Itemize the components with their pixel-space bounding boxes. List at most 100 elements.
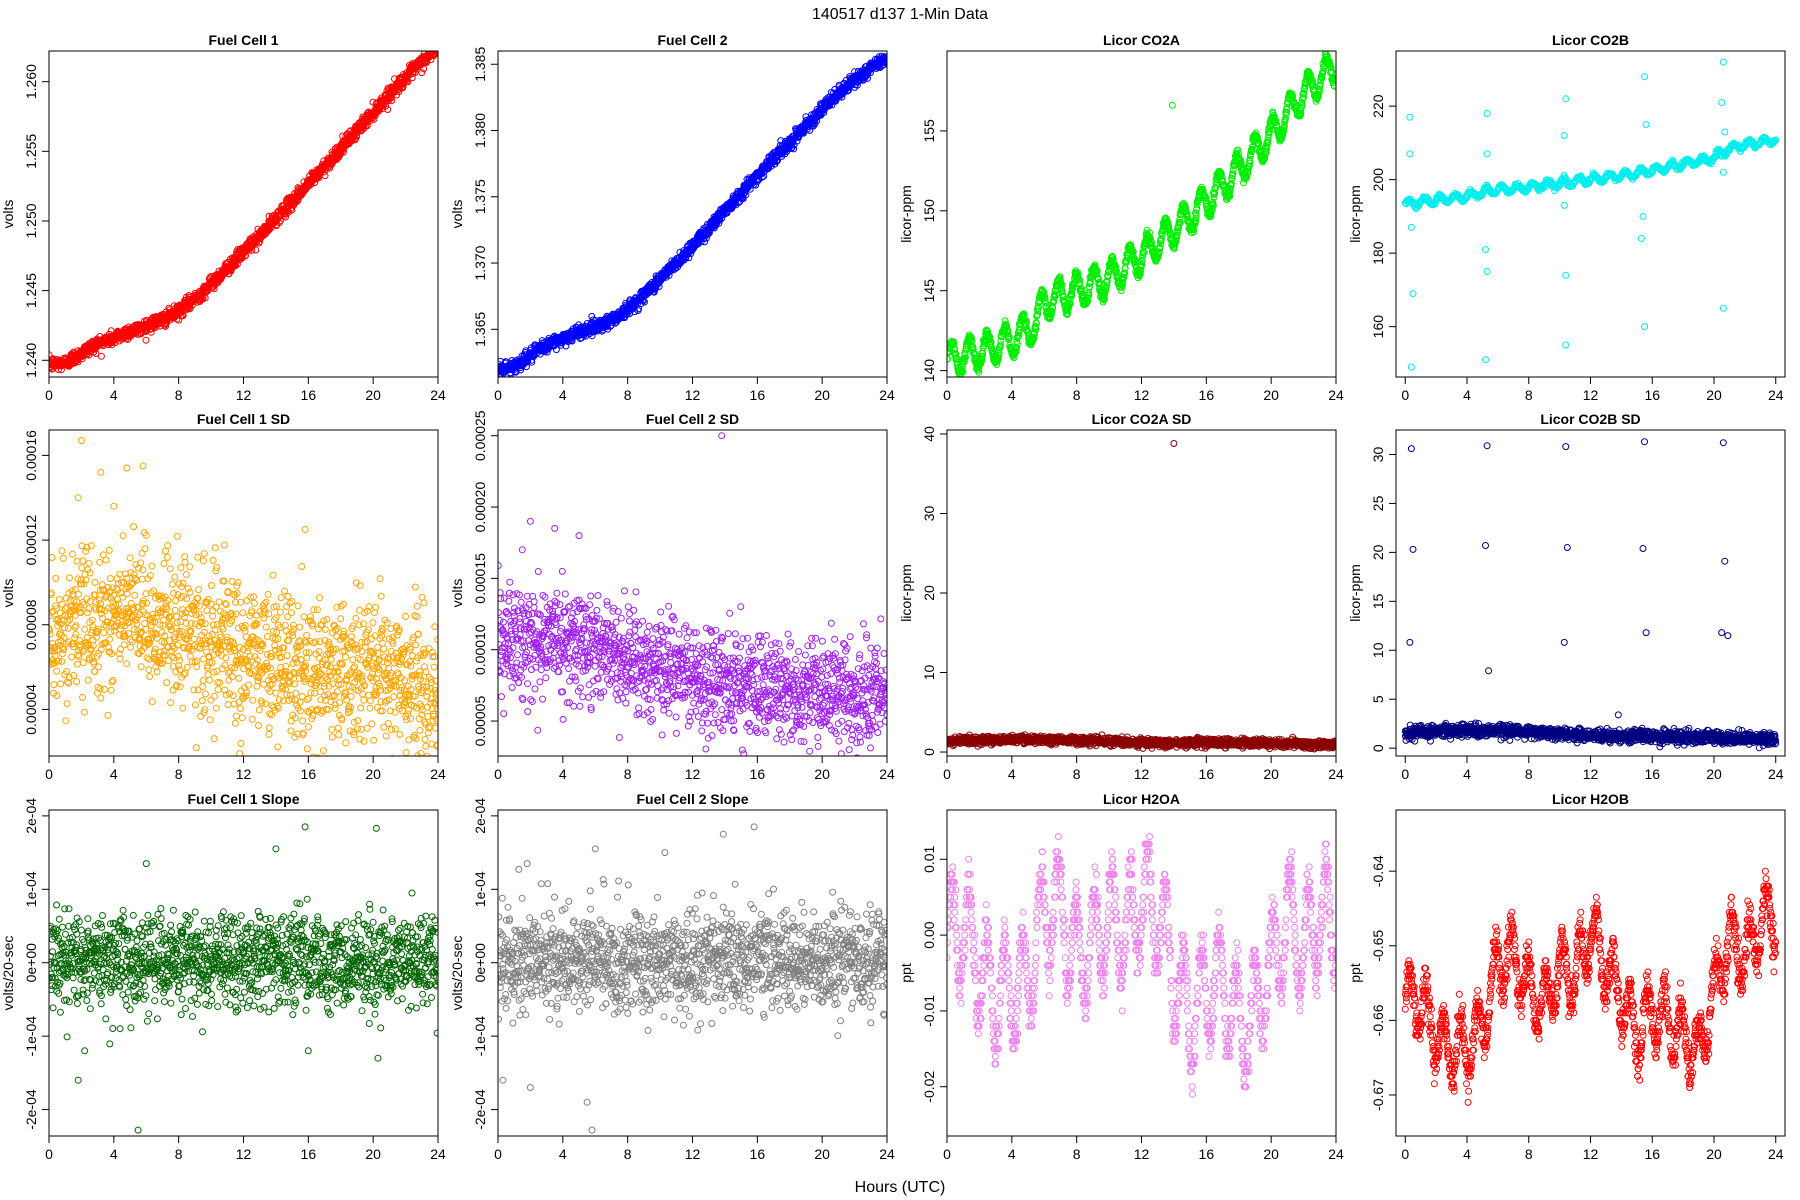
data-point — [178, 307, 186, 315]
data-point — [1330, 81, 1336, 89]
data-point — [92, 350, 100, 357]
data-point — [1279, 132, 1286, 140]
data-point — [404, 78, 412, 86]
data-point — [418, 69, 426, 77]
data-point — [1263, 142, 1271, 150]
outlier-point — [1168, 101, 1176, 109]
x-axis-label: Hours (UTC) — [855, 1179, 946, 1196]
data-point — [970, 349, 978, 357]
data-point — [959, 368, 967, 376]
data-point — [1207, 213, 1215, 221]
data-point — [1254, 136, 1262, 144]
data-points — [1401, 58, 1780, 371]
data-point — [179, 312, 187, 320]
data-point — [1299, 94, 1307, 102]
data-point — [997, 341, 1004, 349]
data-point — [1210, 193, 1218, 201]
data-point — [1109, 256, 1117, 264]
data-point — [232, 262, 239, 269]
data-point — [420, 65, 428, 73]
data-point — [1280, 127, 1288, 135]
data-point — [1229, 170, 1237, 178]
x-tick-label: 4 — [559, 387, 567, 403]
data-point — [435, 42, 441, 48]
y-tick-label: 1.250 — [23, 203, 39, 238]
data-point — [813, 117, 821, 125]
y-axis-label: volts — [449, 200, 465, 229]
data-point — [639, 297, 647, 305]
data-point — [307, 180, 315, 188]
data-point — [432, 51, 438, 55]
data-point — [1042, 299, 1050, 307]
data-point — [1104, 271, 1112, 279]
data-point — [433, 51, 438, 53]
data-point — [960, 358, 968, 366]
data-point — [1262, 148, 1270, 156]
data-point — [275, 219, 283, 227]
panel-title: Licor CO2A — [1103, 32, 1180, 48]
y-tick-label: 145 — [921, 279, 937, 303]
data-point — [1332, 74, 1336, 82]
data-point — [1190, 228, 1198, 236]
data-point — [975, 368, 983, 376]
x-tick-label: 16 — [301, 387, 317, 403]
data-point — [1193, 200, 1201, 208]
data-point — [665, 271, 673, 279]
data-point — [1227, 180, 1235, 187]
x-tick-label: 12 — [236, 387, 252, 403]
data-point — [978, 357, 986, 364]
data-point — [1316, 81, 1324, 89]
y-tick-label: 1.255 — [23, 134, 39, 169]
x-tick-label: 0 — [943, 387, 951, 403]
data-point — [883, 59, 887, 67]
data-point — [432, 44, 438, 50]
data-point — [1301, 82, 1309, 90]
data-points — [947, 51, 1336, 377]
data-point — [1176, 215, 1184, 223]
data-point — [1047, 311, 1055, 318]
data-point — [961, 350, 969, 358]
data-point — [1255, 139, 1263, 147]
data-point — [1146, 229, 1153, 237]
y-axis-label: licor-ppm — [898, 185, 914, 243]
data-point — [338, 147, 346, 155]
data-point — [529, 353, 537, 361]
data-point — [1174, 228, 1182, 236]
y-tick-label: 1.385 — [472, 47, 488, 82]
panel-title: Fuel Cell 1 — [208, 32, 278, 48]
data-point — [882, 54, 887, 62]
data-point — [1120, 273, 1128, 281]
data-point — [78, 355, 86, 363]
y-tick-label: 1.375 — [472, 179, 488, 214]
data-point — [1148, 240, 1156, 248]
x-tick-label: 12 — [1134, 387, 1150, 403]
data-point — [1103, 281, 1111, 289]
data-point — [986, 333, 994, 341]
data-point — [1259, 158, 1267, 166]
data-point — [434, 44, 440, 50]
data-point — [1086, 283, 1093, 291]
data-point — [1192, 213, 1200, 220]
y-tick-label: 150 — [921, 199, 937, 223]
y-tick-label: 1.370 — [472, 245, 488, 280]
panel-title: Fuel Cell 2 — [657, 32, 727, 48]
data-point — [276, 217, 284, 225]
data-point — [1041, 294, 1049, 302]
data-point — [1140, 248, 1148, 256]
data-point — [1012, 348, 1020, 356]
data-points — [498, 52, 887, 377]
data-point — [435, 51, 438, 52]
x-tick-label: 16 — [1199, 387, 1215, 403]
data-point — [265, 226, 273, 233]
data-point — [522, 363, 530, 371]
x-tick-label: 20 — [365, 387, 381, 403]
x-tick-label: 4 — [1008, 387, 1016, 403]
data-point — [961, 354, 969, 362]
data-point — [1056, 273, 1064, 281]
x-tick-label: 12 — [685, 387, 701, 403]
